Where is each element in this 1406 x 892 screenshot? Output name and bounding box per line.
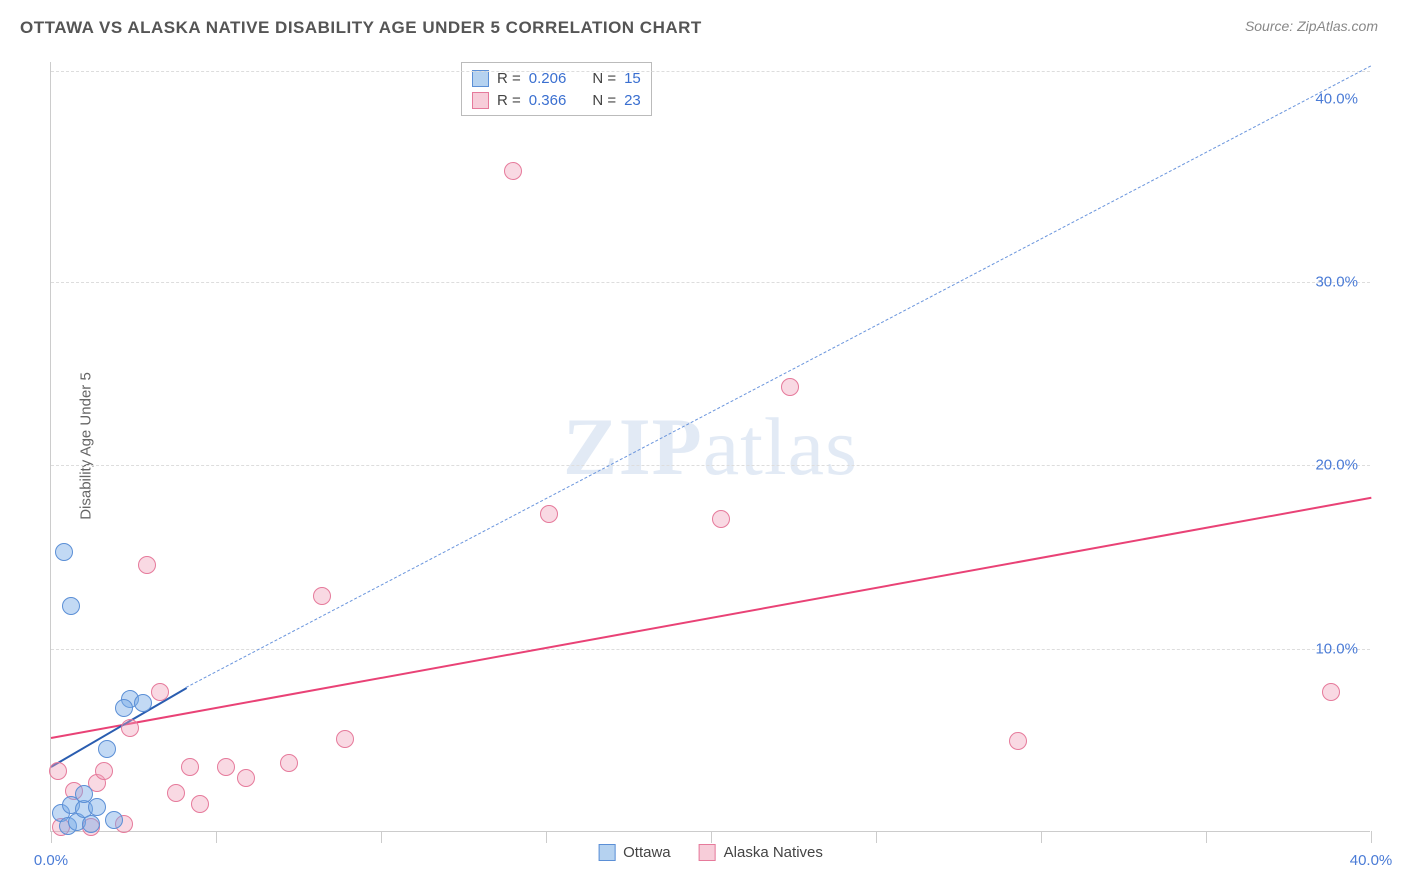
y-tick-label: 10.0% <box>1315 640 1358 657</box>
legend-item: Alaska Natives <box>699 844 823 861</box>
data-point <box>1322 683 1340 701</box>
data-point <box>167 784 185 802</box>
stat-r-label: R = <box>497 92 521 109</box>
y-tick-label: 40.0% <box>1315 90 1358 107</box>
data-point <box>336 730 354 748</box>
data-point <box>181 758 199 776</box>
swatch-icon <box>699 844 716 861</box>
x-tick <box>1041 831 1042 843</box>
stats-row: R = 0.366 N = 23 <box>472 89 641 111</box>
swatch-icon <box>472 92 489 109</box>
x-tick <box>216 831 217 843</box>
y-tick-label: 20.0% <box>1315 457 1358 474</box>
data-point <box>55 543 73 561</box>
stat-n-value: 23 <box>624 92 641 109</box>
trend-line <box>186 66 1371 688</box>
data-point <box>62 597 80 615</box>
legend-item: Ottawa <box>598 844 671 861</box>
x-tick <box>546 831 547 843</box>
gridline-horizontal <box>51 71 1370 72</box>
data-point <box>49 762 67 780</box>
data-point <box>191 795 209 813</box>
trend-line <box>51 497 1371 739</box>
data-point <box>280 754 298 772</box>
data-point <box>98 740 116 758</box>
data-point <box>712 510 730 528</box>
data-point <box>138 556 156 574</box>
data-point <box>781 378 799 396</box>
watermark: ZIPatlas <box>563 400 858 494</box>
data-point <box>82 815 100 833</box>
stat-n-label: N = <box>592 92 616 109</box>
chart-title: OTTAWA VS ALASKA NATIVE DISABILITY AGE U… <box>20 18 702 38</box>
data-point <box>121 719 139 737</box>
legend-label: Alaska Natives <box>724 844 823 861</box>
stats-legend-box: R = 0.206 N = 15 R = 0.366 N = 23 <box>461 62 652 116</box>
watermark-light: atlas <box>703 401 858 492</box>
x-tick-label: 40.0% <box>1350 852 1393 869</box>
gridline-horizontal <box>51 282 1370 283</box>
data-point <box>313 587 331 605</box>
x-tick <box>1371 831 1372 843</box>
source-name: ZipAtlas.com <box>1297 18 1378 34</box>
swatch-icon <box>598 844 615 861</box>
legend-label: Ottawa <box>623 844 671 861</box>
gridline-horizontal <box>51 649 1370 650</box>
chart-plot-area: ZIPatlas R = 0.206 N = 15 R = 0.366 N = … <box>50 62 1370 832</box>
data-point <box>95 762 113 780</box>
data-point <box>540 505 558 523</box>
source-label: Source: <box>1245 18 1293 34</box>
gridline-horizontal <box>51 465 1370 466</box>
x-tick <box>51 831 52 843</box>
data-point <box>88 798 106 816</box>
x-tick-label: 0.0% <box>34 852 68 869</box>
legend: Ottawa Alaska Natives <box>598 844 823 861</box>
x-tick <box>1206 831 1207 843</box>
x-tick <box>711 831 712 843</box>
source-attribution: Source: ZipAtlas.com <box>1245 18 1378 34</box>
x-tick <box>381 831 382 843</box>
data-point <box>237 769 255 787</box>
data-point <box>1009 732 1027 750</box>
data-point <box>105 811 123 829</box>
data-point <box>134 694 152 712</box>
y-tick-label: 30.0% <box>1315 274 1358 291</box>
data-point <box>217 758 235 776</box>
data-point <box>151 683 169 701</box>
stat-r-value: 0.366 <box>529 92 567 109</box>
data-point <box>115 699 133 717</box>
x-tick <box>876 831 877 843</box>
data-point <box>504 162 522 180</box>
